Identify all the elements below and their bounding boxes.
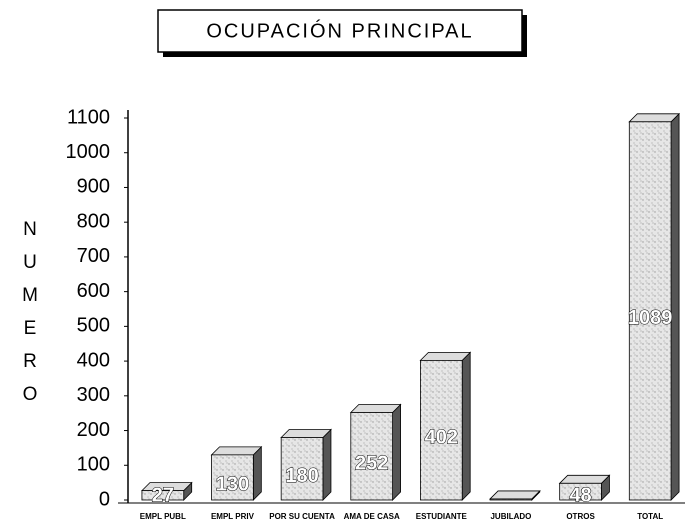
y-tick-label: 200 — [77, 419, 110, 441]
bar — [628, 121, 672, 501]
bar-top — [280, 429, 332, 438]
bar — [141, 490, 185, 501]
y-tick-label: 900 — [77, 176, 110, 198]
bar-top — [628, 113, 681, 123]
x-tick-label: JUBILADO — [490, 512, 531, 521]
data-label: 130 — [216, 474, 249, 496]
bar-side — [322, 428, 332, 501]
bar-top — [210, 446, 263, 456]
y-tick-label: 600 — [77, 280, 110, 302]
bar — [211, 454, 254, 501]
y-tick-label: 400 — [77, 349, 110, 371]
bar — [559, 482, 602, 501]
y-tick-label: 300 — [77, 384, 110, 406]
bar — [489, 498, 533, 501]
bar-top — [349, 404, 402, 413]
data-label: 1089 — [628, 307, 673, 329]
data-label: 252 — [355, 453, 388, 475]
bar — [280, 437, 324, 501]
bar-top — [489, 490, 541, 500]
x-tick-label: EMPL PRIV — [211, 512, 255, 521]
bar-side — [252, 445, 262, 501]
x-tick-label: AMA DE CASA — [344, 512, 400, 521]
bar-top — [419, 351, 472, 361]
chart-title: OCUPACIÓN PRINCIPAL — [206, 19, 473, 42]
title-box — [157, 9, 523, 53]
x-tick-label: ESTUDIANTE — [416, 512, 468, 521]
x-tick-label: POR SU CUENTA — [269, 512, 335, 521]
y-tick-label: 1100 — [67, 106, 110, 128]
y-tick-label: 500 — [77, 315, 110, 337]
bar — [350, 412, 393, 501]
y-tick-label: 800 — [77, 210, 110, 232]
y-tick-label: 0 — [99, 488, 110, 510]
bar-side — [461, 351, 471, 501]
y-tick-label: 1000 — [66, 141, 111, 163]
bar — [420, 359, 463, 501]
data-label: 402 — [425, 426, 458, 448]
y-tick-label: 700 — [77, 245, 110, 267]
x-tick-label: OTROS — [566, 512, 595, 521]
x-tick-label: TOTAL — [637, 512, 663, 521]
bar-side — [392, 403, 401, 501]
data-label: 27 — [152, 484, 174, 506]
data-label: 48 — [569, 484, 591, 506]
bar-top — [558, 474, 611, 484]
data-label: 180 — [285, 465, 318, 487]
y-tick-label: 100 — [77, 454, 110, 476]
x-tick-label: EMPL PUBL — [140, 512, 186, 521]
